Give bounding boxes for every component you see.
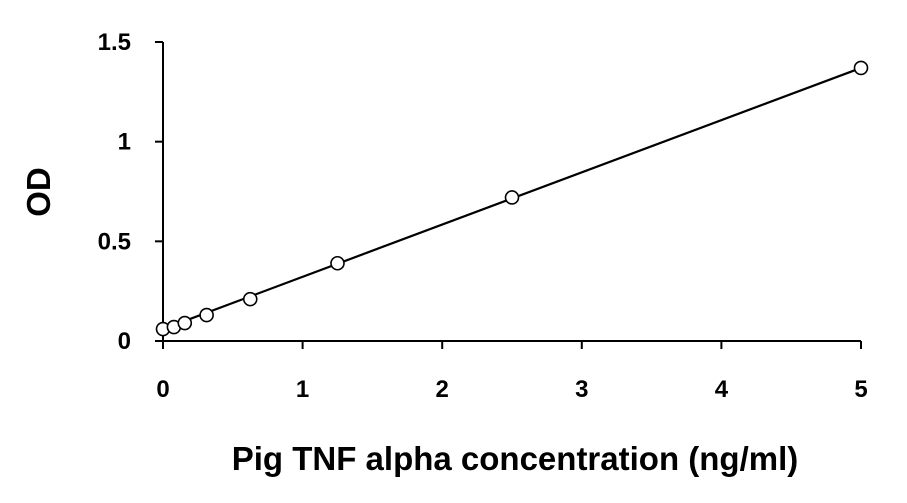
data-point	[177, 315, 193, 331]
data-point	[853, 60, 869, 76]
y-tick-label: 1	[118, 129, 131, 156]
x-tick-label: 0	[156, 376, 169, 403]
data-point	[242, 291, 258, 307]
x-tick-label: 4	[715, 376, 729, 403]
y-tick-label: 0.5	[98, 228, 131, 255]
data-point	[330, 255, 345, 271]
x-tick-label: 1	[296, 376, 309, 403]
x-axis-title: Pig TNF alpha concentration (ng/ml)	[232, 440, 799, 477]
x-tick-label: 5	[854, 376, 867, 403]
y-tick-label: 0	[118, 328, 131, 355]
plot-area	[155, 60, 869, 337]
y-tick-label: 1.5	[98, 29, 131, 56]
x-tick-label: 2	[436, 376, 449, 403]
axes	[162, 42, 861, 342]
y-ticks: 0 0.5 1 1.5	[98, 29, 163, 355]
x-tick-label: 3	[575, 376, 588, 403]
x-ticks: 0 1 2 3 4 5	[156, 341, 868, 403]
y-axis-title: OD	[20, 167, 57, 217]
data-point	[199, 307, 214, 323]
data-point	[504, 190, 520, 205]
